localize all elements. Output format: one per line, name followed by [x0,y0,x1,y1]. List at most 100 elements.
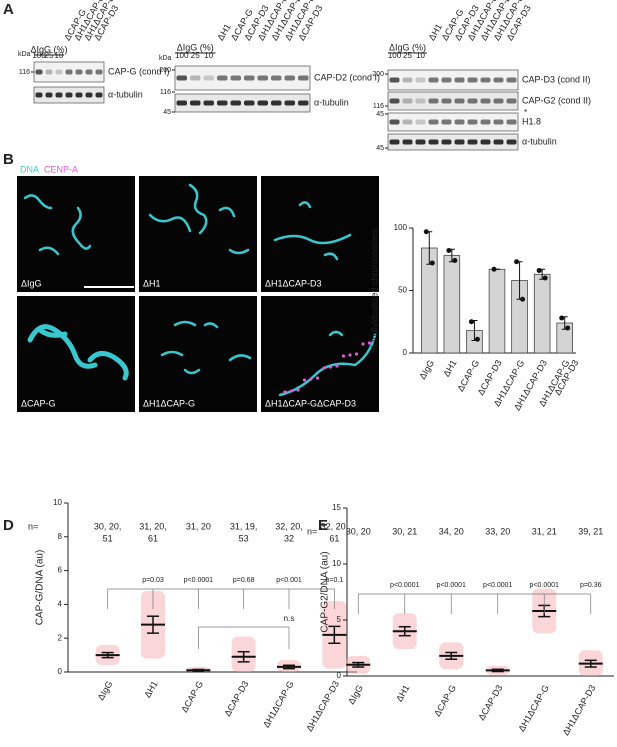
point [514,259,520,265]
dna-signal [148,213,192,233]
point [559,315,565,321]
band [454,77,465,83]
band [415,119,426,125]
micrograph [17,176,135,292]
band [85,92,93,98]
dilution: 100 [32,51,46,60]
dna-signal [27,324,98,369]
n-label: 31, 21 [532,526,557,536]
band [217,75,228,81]
p-value: p=0.36 [580,582,602,589]
band [284,100,295,106]
rotated-label: ΔIgG [417,358,436,381]
point [468,319,474,325]
band [441,77,452,83]
band [55,69,63,75]
micrograph-label: ΔH1ΔCAP-GΔCAP-D3 [265,398,356,408]
band [467,77,478,83]
band [389,77,400,83]
row-label: α-tubulin [108,89,143,99]
rotated-label: ΔH1 [394,683,411,703]
blot-header: ΔIgG (%) [177,42,214,52]
kda-label: kDa [159,55,172,62]
p-value: p=0.03 [142,577,164,584]
blot-strip [387,69,519,91]
band [298,75,309,81]
cenpa-signal [296,388,300,392]
band [217,100,228,106]
n-label: 30, 20, [94,521,122,531]
band [203,100,214,106]
dna-signal [203,322,219,329]
band [428,98,439,104]
band [35,92,43,98]
y-tick-label: 4 [58,600,63,609]
y-tick-label: 5 [337,615,342,624]
point [536,268,542,273]
micrograph-label: ΔIgG [21,278,42,288]
row-label: CAP-G (cond I) [108,66,170,76]
cenpa-signal [341,354,346,358]
cenpa-signal [315,376,320,380]
band [467,139,478,145]
band [402,119,413,125]
y-tick-label: 10 [53,498,62,507]
blot-strip [387,91,519,111]
point [520,296,526,302]
band [428,139,439,145]
panel-label: B [3,151,14,168]
n-label: 34, 20 [439,526,464,536]
dna-signal [183,368,201,375]
point [446,248,452,253]
n-label: 61 [148,533,158,543]
rotated-label: ΔH1ΔCAP-G [516,683,551,733]
band [441,119,452,125]
band [480,98,491,104]
cenpa-signal [348,353,352,357]
band [203,75,214,81]
band [45,69,53,75]
band [402,139,413,145]
dna-signal [23,194,53,210]
band [441,139,452,145]
band [480,139,491,145]
point [542,275,548,281]
blot-strip [387,133,519,151]
y-tick-label: 6 [58,566,63,575]
point [565,325,571,331]
band [244,75,255,81]
cenpa-signal [289,389,294,393]
dna-signal [87,351,129,381]
micrograph [261,296,379,412]
band [415,139,426,145]
micrograph-label: ΔH1 [143,278,161,288]
dna-signal [273,233,352,245]
dna-signal [160,350,184,357]
band [506,139,517,145]
dilution: 100 [175,51,189,60]
band [506,77,517,83]
y-tick-label: 0 [403,348,408,357]
micrograph-label: ΔH1ΔCAP-G [143,398,195,408]
row-label: CAP-D2 (cond I) [314,72,380,82]
rotated-label: ΔCAP-G [179,679,205,714]
band [230,100,241,106]
panel-label: E [318,517,328,534]
cenpa-signal [309,377,313,381]
band [467,119,478,125]
marker: 116 [373,103,384,110]
blot-header: ΔIgG (%) [30,44,67,54]
annotation: n.s [284,614,295,623]
band [454,139,465,145]
bar [443,255,461,354]
point [474,336,480,342]
row-label: CAP-G2 (cond II) [522,95,591,105]
band [298,100,309,106]
p-value: p<0.0001 [437,582,466,589]
band [257,100,268,106]
dna-signal [71,206,92,250]
n-label: 53 [239,533,249,543]
n-label: 31, 20, [139,521,167,531]
band [506,119,517,125]
n-label: 31, 19, [230,521,258,531]
